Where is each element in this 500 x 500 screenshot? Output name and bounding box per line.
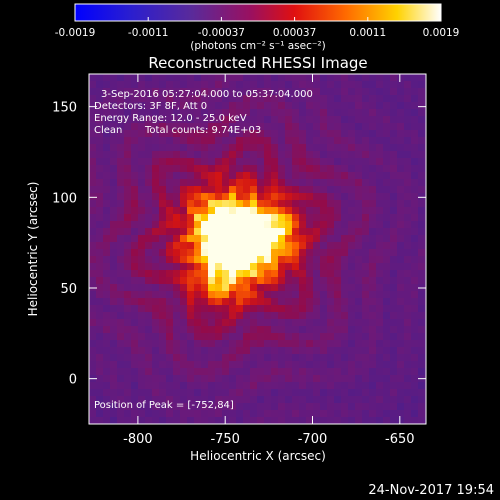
colorbar-tick-label: -0.00037 [198,27,245,39]
y-axis: 0 50 100 150 [52,101,426,388]
y-tick-label: 150 [52,101,77,116]
plot-frame [88,73,427,425]
x-tick-label: -700 [298,432,328,447]
annotation-method: Clean [94,125,122,136]
colorbar-tick-label: 0.00037 [273,27,316,39]
x-tick-label: -650 [385,432,415,447]
annotation-block: 3-Sep-2016 05:27:04.000 to 05:37:04.000 … [94,89,313,411]
chart-title: Reconstructed RHESSI Image [148,54,367,72]
colorbar-ticks: -0.0019 -0.0011 -0.00037 0.00037 0.0011 0.001… [55,17,460,39]
colorbar-tick-label: -0.0019 [55,27,96,39]
x-tick-label: -800 [123,432,153,447]
annotation-detectors: Detectors: 3F 8F, Att 0 [94,101,207,112]
colorbar-tick-label: 0.0011 [349,27,386,39]
heatmap-image [89,74,426,424]
colorbar-unit-label: (photons cm⁻² s⁻¹ asec⁻²) [190,40,325,52]
annotation-energy: Energy Range: 12.0 - 25.0 keV [94,113,247,124]
footer-date: 24-Nov-2017 19:54 [368,483,494,498]
y-tick-label: 0 [69,373,77,388]
y-axis-label: Heliocentric Y (arcsec) [26,182,40,317]
annotation-time-range: 3-Sep-2016 05:27:04.000 to 05:37:04.000 [101,89,313,100]
colorbar-gradient [74,3,442,22]
x-axis-label: Heliocentric X (arcsec) [190,449,326,463]
colorbar-tick-label: -0.0011 [128,27,169,39]
colorbar: -0.0019 -0.0011 -0.00037 0.00037 0.0011 0.001… [55,3,460,52]
x-tick-label: -750 [210,432,240,447]
x-axis: -800 -750 -700 -650 [123,74,415,447]
y-tick-label: 100 [52,191,77,206]
annotation-counts: Total counts: 9.74E+03 [144,125,261,136]
colorbar-tick-label: 0.0019 [423,27,460,39]
annotation-peak: Position of Peak = [-752,84] [94,400,234,411]
plot-area [88,73,427,425]
y-tick-label: 50 [60,282,77,297]
